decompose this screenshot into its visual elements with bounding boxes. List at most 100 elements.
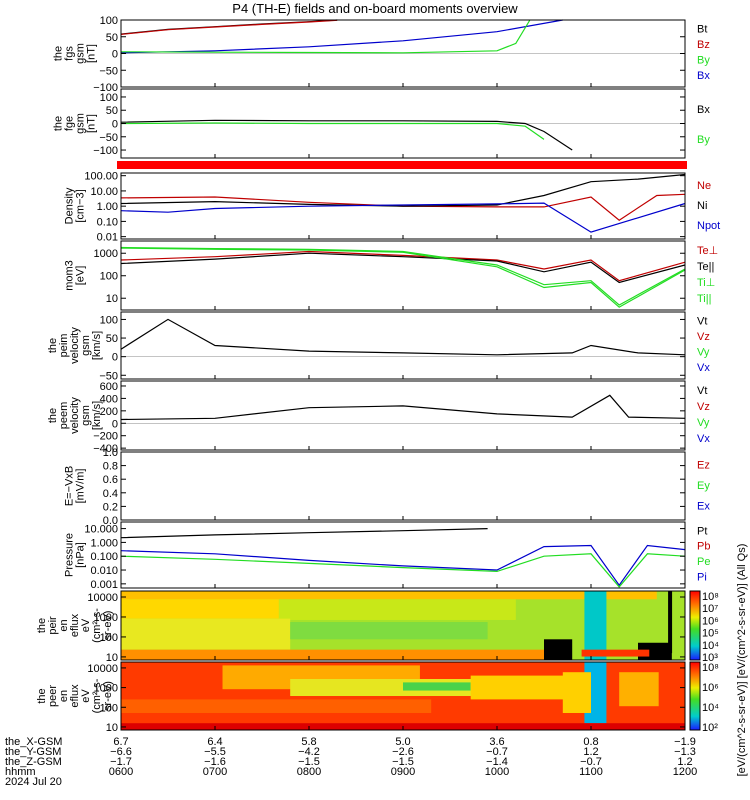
y-label-line: gsm	[80, 335, 92, 356]
series-fgs-Bz	[120, 19, 338, 35]
spec-band	[290, 622, 488, 640]
y-tick-label: 0.6	[103, 474, 118, 486]
y-tick-label: 100	[100, 632, 118, 644]
y-label-line: the	[36, 688, 48, 703]
y-label-line: the	[47, 408, 59, 423]
legend-fge-Bx: Bx	[697, 104, 710, 116]
y-label-line: en	[58, 690, 70, 702]
legend-temp-Te||: Te||	[697, 261, 714, 273]
colorbar-gradient	[689, 590, 701, 661]
spec-band	[619, 672, 659, 707]
panel-efield: 1.0 0.80.6 0.40.2 0.0 E=−VxB [mV/m] Ez Ey Ex	[64, 447, 711, 527]
colorbar-tick-label: 10⁶	[702, 615, 719, 627]
y-tick-label: 100	[100, 314, 118, 326]
panel-temp: 1000 100 10 mom3 [eV] Te⊥ Te|| Ti⊥ Ti||	[64, 240, 718, 311]
panel-frame	[120, 380, 686, 451]
y-label-line: [nPa]	[75, 542, 87, 568]
y-tick-label: 1000	[94, 248, 118, 260]
y-tick-label: 10000	[87, 663, 118, 675]
plot-title: P4 (TH-E) fields and on-board moments ov…	[232, 1, 518, 16]
y-label-line: eflux	[69, 613, 81, 637]
series-density-Npot	[120, 202, 686, 233]
y-tick-label: 10.000	[84, 524, 118, 536]
y-tick-label: −50	[99, 65, 118, 77]
legend-temp-Ti⊥: Ti⊥	[697, 277, 715, 289]
footer-value: −0.7	[580, 756, 602, 768]
y-label-line: gsm	[80, 405, 92, 426]
y-tick-label: 50	[106, 32, 118, 44]
y-label-line: E=−VxB	[64, 466, 76, 506]
y-label-line: gsm	[75, 43, 87, 64]
y-label-line: [nT]	[86, 44, 98, 63]
y-label-line: the	[47, 338, 59, 353]
panel-fgs: 100 50 0 −50 −100 the fgs gsm [nT] Bt Bz By Bx	[53, 15, 711, 94]
y-label-line: the	[53, 116, 65, 131]
series-fgs-By	[120, 19, 531, 54]
y-tick-label: 0.10	[97, 216, 118, 228]
spec-band	[121, 699, 432, 713]
legend-peim-Vt: Vt	[697, 315, 707, 327]
y-label-line: [cm−3]	[75, 189, 87, 222]
y-tick-label: 1.00	[97, 201, 118, 213]
legend-temp-Ti||: Ti||	[697, 293, 711, 305]
y-tick-label: 0.0	[103, 515, 118, 527]
footer-value: 6.7	[113, 736, 128, 748]
footer-value: 1.2	[677, 756, 692, 768]
y-tick-label: 100.00	[84, 171, 118, 183]
y-label-line: velocity	[69, 397, 81, 434]
spec-band	[562, 672, 591, 713]
legend-pressure-Pe: Pe	[697, 556, 710, 568]
colorbar-tick-label: 10⁵	[702, 628, 719, 640]
footer-value: −1.6	[204, 756, 226, 768]
footer-value: −1.9	[674, 736, 696, 748]
y-label-line: [km/s]	[91, 401, 103, 430]
y-axis-label: mom3 [eV]	[64, 260, 87, 291]
series-temp-Ti||	[120, 247, 686, 308]
colorbar-tick-label: 10³	[702, 652, 718, 664]
footer-row-label: hhmm	[5, 766, 36, 778]
series-pressure-Pe	[120, 553, 686, 588]
y-tick-label: 100	[100, 702, 118, 714]
legend-peem-Vt: Vt	[697, 385, 707, 397]
y-tick-label: 10	[106, 652, 118, 664]
footer-value: 1100	[579, 766, 603, 778]
y-tick-label: 10	[106, 293, 118, 305]
y-axis-label: Pressure [nPa]	[64, 533, 87, 577]
footer-value: −1.5	[392, 756, 414, 768]
y-label-line: peir	[47, 616, 59, 635]
y-label-line: [mV/m]	[75, 469, 87, 504]
legend-peem-Vz: Vz	[697, 401, 710, 413]
legend-pressure-Pt: Pt	[697, 525, 707, 537]
y-tick-label: 200	[100, 406, 118, 418]
series-fge-By	[120, 122, 545, 140]
legend-fgs-Bx: Bx	[697, 70, 710, 82]
footer-value: −0.7	[486, 746, 508, 758]
y-tick-label: 0	[112, 119, 118, 131]
colorbar-tick-label: 10⁶	[702, 682, 719, 694]
y-axis-label: the peer en eflux eV (cm²-s-sr-eV)	[36, 678, 114, 713]
spec-band	[581, 649, 650, 657]
y-tick-label: 0	[112, 49, 118, 61]
legend-density-Ni: Ni	[697, 200, 707, 212]
footer-value: 5.8	[301, 736, 316, 748]
footer-row-label: the_Y-GSM	[5, 746, 61, 758]
legend-fgs-Bz: Bz	[697, 39, 710, 51]
y-tick-label: 0.001	[90, 579, 118, 591]
spectrogram-peir	[121, 591, 685, 660]
legend-efield-Ez: Ez	[697, 459, 710, 471]
y-tick-label: −50	[99, 370, 118, 382]
y-tick-label: 0	[112, 418, 118, 430]
footer-value: −1.3	[674, 746, 696, 758]
footer-value: −1.7	[110, 756, 132, 768]
y-axis-label: the fgs gsm [nT]	[53, 43, 98, 64]
y-label-line: velocity	[69, 327, 81, 364]
colorbar-tick-label: 10⁸	[702, 662, 719, 674]
legend-pressure-Pb: Pb	[697, 541, 710, 553]
footer-row-label: the_Z-GSM	[5, 756, 62, 768]
footer-value: −1.4	[486, 756, 508, 768]
y-tick-label: 0	[112, 352, 118, 364]
footer-value: 1.2	[583, 746, 598, 758]
y-label-line: Density	[64, 187, 76, 224]
